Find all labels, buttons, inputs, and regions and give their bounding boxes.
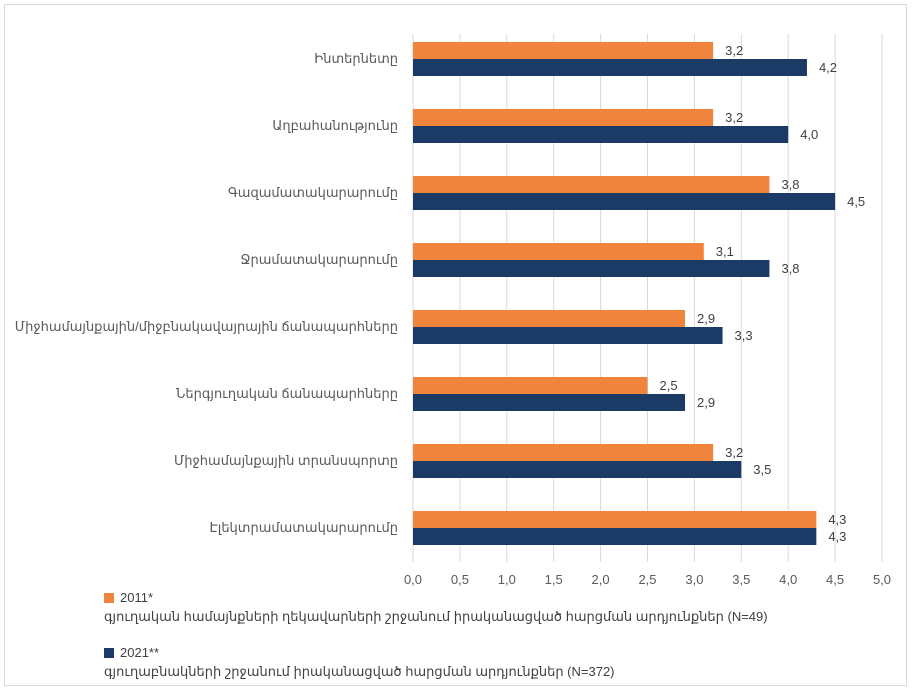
data-label-2021: 2,9 [697,395,715,410]
bar-2011 [413,176,770,193]
data-label-2011: 4,3 [828,512,846,527]
bar-2021 [413,394,686,411]
data-label-2011: 2,9 [697,311,715,326]
x-tick-label: 1,0 [498,572,516,587]
data-label-2021: 4,3 [828,529,846,544]
x-tick-label: 5,0 [873,572,891,587]
data-label-2011: 3,8 [781,177,799,192]
bar-2011 [413,42,714,59]
x-tick-label: 4,5 [826,572,844,587]
bar-2011 [413,109,714,126]
legend-label-2011: 2011* [120,590,154,605]
data-label-2011: 3,2 [725,110,743,125]
legend-description-2021: գյուղաբնակների շրջանում իրականացված հարց… [104,664,615,679]
bar-2011 [413,310,686,327]
legend-swatch-2011 [104,592,114,603]
bar-2011 [413,444,714,461]
bar-2011 [413,243,704,260]
data-label-2021: 3,5 [753,462,771,477]
x-tick-label: 1,5 [545,572,563,587]
legend-description-2011: գյուղական համայնքների ղեկավարների շրջանո… [104,609,768,624]
data-label-2021: 4,2 [819,60,837,75]
data-label-2021: 3,8 [781,261,799,276]
bar-2021 [413,528,817,545]
bar-2021 [413,59,807,76]
bar-2021 [413,126,789,143]
bar-2021 [413,327,723,344]
x-tick-label: 4,0 [779,572,797,587]
x-tick-label: 2,5 [638,572,656,587]
data-label-2021: 4,0 [800,127,818,142]
data-label-2011: 3,2 [725,445,743,460]
bar-2021 [413,260,770,277]
bar-2011 [413,377,648,394]
legend-entry-2011: 2011* գյուղական համայնքների ղեկավարների … [104,590,884,625]
category-label: Ինտերնետը [314,51,398,66]
category-label: Ջրամատակարարումը [240,252,398,267]
category-label: Միջհամայնքային/միջբնակավայրային ճանապարհ… [15,319,398,334]
data-label-2011: 3,2 [725,43,743,58]
legend-label-2021: 2021** [120,645,160,660]
category-label: Ներգյուղական ճանապարհները [176,386,398,401]
bar-2021 [413,193,836,210]
x-tick-label: 0,5 [451,572,469,587]
x-tick-label: 3,0 [685,572,703,587]
x-tick-label: 0,0 [404,572,422,587]
data-label-2021: 4,5 [847,194,865,209]
category-label: Աղբահանությունը [272,118,398,133]
legend-entry-2021: 2021** գյուղաբնակների շրջանում իրականացվ… [104,645,884,680]
legend-swatch-2021 [104,647,114,658]
bar-2021 [413,461,742,478]
x-tick-label: 2,0 [592,572,610,587]
data-label-2021: 3,3 [735,328,753,343]
data-label-2011: 3,1 [716,244,734,259]
category-label: Միջհամայնքային տրանսպորտը [174,453,398,468]
x-tick-label: 3,5 [732,572,750,587]
bar-2011 [413,511,817,528]
category-label: Գազամատակարարումը [228,185,398,200]
data-label-2011: 2,5 [660,378,678,393]
category-label: Էլեկտրամատակարարումը [209,520,398,535]
